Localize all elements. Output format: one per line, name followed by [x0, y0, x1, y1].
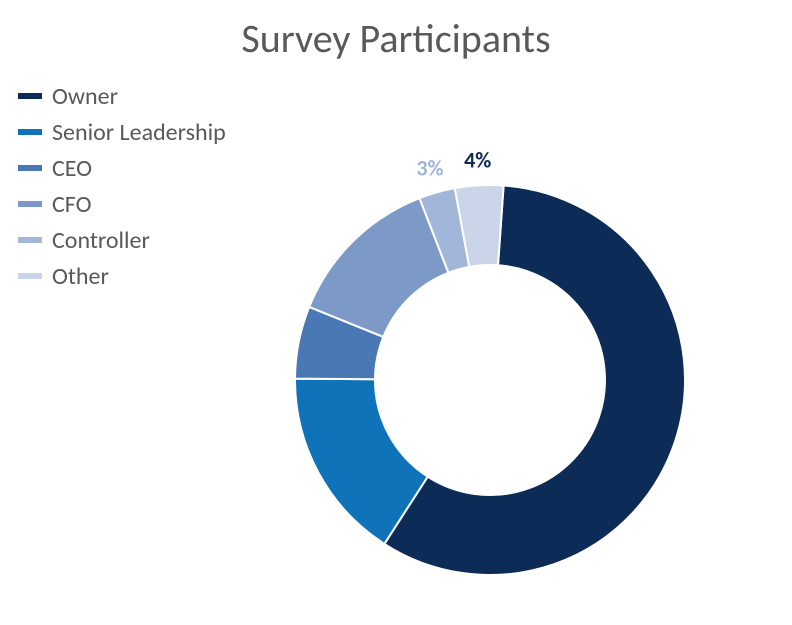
slice-label-senior: 16%: [334, 441, 372, 468]
legend-swatch-other: [18, 273, 42, 279]
donut-svg: [255, 145, 725, 615]
legend-item-other: Other: [18, 258, 226, 294]
legend-item-owner: Owner: [18, 78, 226, 114]
legend-item-cfo: CFO: [18, 186, 226, 222]
legend-label-senior: Senior Leadership: [52, 118, 226, 147]
slice-label-cfo: 13%: [361, 255, 399, 282]
legend-swatch-cfo: [18, 201, 42, 207]
slice-label-ceo: 6%: [323, 336, 350, 363]
legend-label-controller: Controller: [52, 226, 150, 255]
legend-label-cfo: CFO: [52, 190, 92, 219]
legend-swatch-owner: [18, 93, 42, 99]
legend-item-senior: Senior Leadership: [18, 114, 226, 150]
donut-chart: 58% 16% 6% 13% 3% 4%: [255, 145, 725, 615]
slice-label-other: 4%: [464, 146, 491, 173]
legend: Owner Senior Leadership CEO CFO Controller Ot…: [18, 78, 226, 294]
legend-label-owner: Owner: [52, 82, 118, 111]
legend-swatch-ceo: [18, 165, 42, 171]
legend-item-controller: Controller: [18, 222, 226, 258]
legend-swatch-controller: [18, 237, 42, 243]
chart-title: Survey Participants: [0, 14, 792, 63]
slice-label-controller: 3%: [416, 154, 443, 181]
legend-item-ceo: CEO: [18, 150, 226, 186]
slice-label-owner: 58%: [502, 519, 540, 546]
legend-label-other: Other: [52, 262, 109, 291]
legend-swatch-senior: [18, 129, 42, 135]
legend-label-ceo: CEO: [52, 154, 92, 183]
